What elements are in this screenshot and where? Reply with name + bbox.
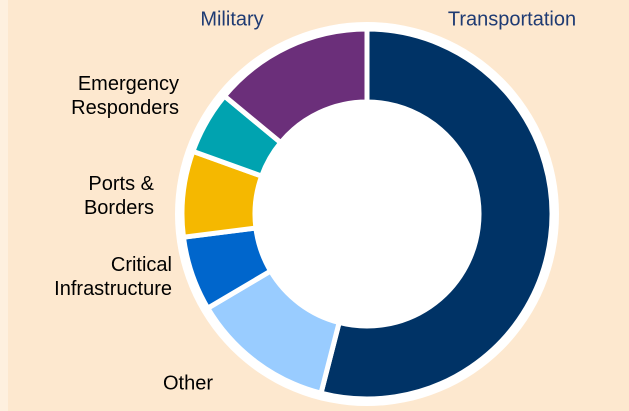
category-label: Transportation [448, 8, 576, 30]
label-line: Critical [111, 254, 172, 276]
category-label: Ports & Borders [78, 173, 154, 219]
left-border [0, 0, 8, 411]
category-label: Military [200, 8, 263, 30]
label-line: Infrastructure [49, 278, 172, 300]
category-label: Critical Infrastructure [49, 254, 172, 300]
category-label: Emergency Responders [66, 73, 179, 119]
label-line: Responders [66, 97, 179, 119]
label-line: Borders [78, 197, 154, 219]
donut-segment [317, 26, 555, 402]
label-line: Emergency [78, 73, 179, 95]
donut-segment [220, 26, 370, 147]
category-label: Other [163, 372, 213, 394]
label-line: Ports & [88, 173, 154, 195]
